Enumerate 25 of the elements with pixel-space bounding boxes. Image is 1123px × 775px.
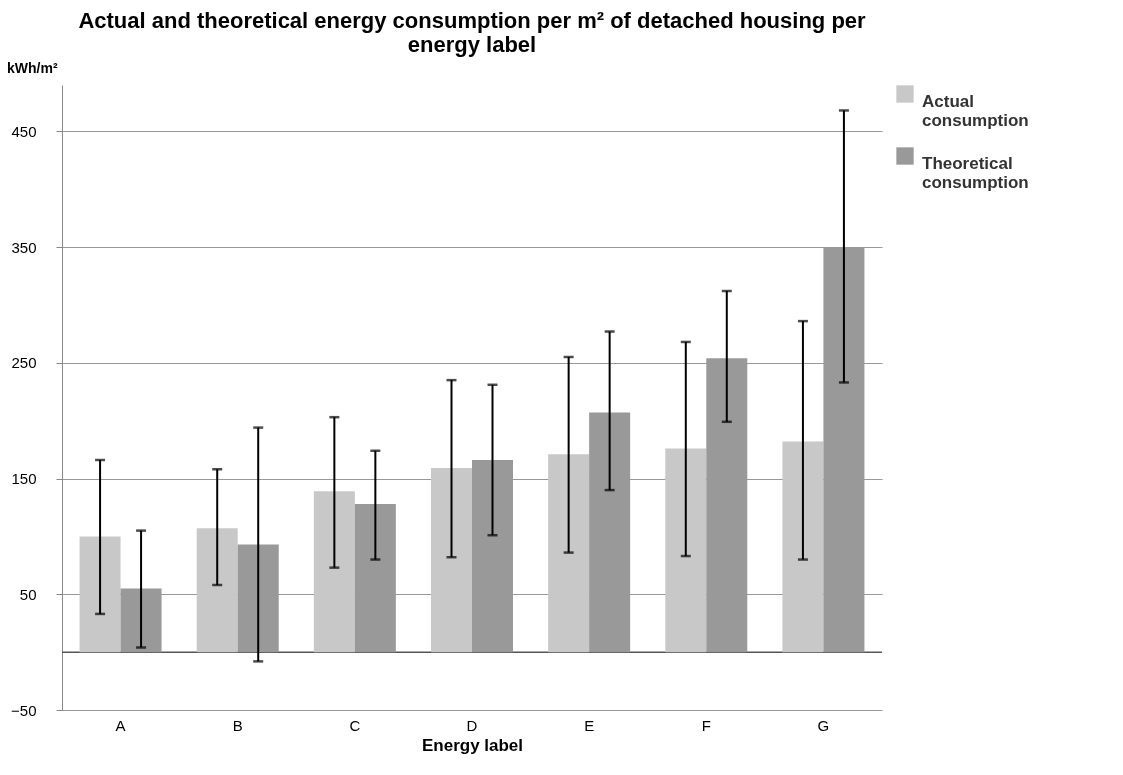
bar bbox=[431, 468, 472, 653]
x-tick-label: G bbox=[817, 716, 830, 734]
x-tick-label: D bbox=[466, 716, 478, 734]
legend-label: Theoretical consumption bbox=[922, 154, 1029, 192]
x-tick-label: F bbox=[701, 716, 711, 734]
x-tick-label: A bbox=[115, 716, 126, 734]
legend-label: Actual consumption bbox=[922, 92, 1029, 130]
x-axis-title: Energy label bbox=[421, 735, 524, 755]
y-tick-label: 150 bbox=[11, 470, 37, 488]
x-tick-label: B bbox=[232, 716, 243, 734]
y-tick-label: −50 bbox=[11, 701, 37, 719]
bar bbox=[665, 448, 707, 653]
y-tick-label: 350 bbox=[11, 238, 37, 256]
chart-title: Actual and theoretical energy consumption per m² of detached housing per energy label bbox=[78, 8, 867, 57]
bar bbox=[79, 536, 121, 653]
y-axis-title: kWh/m² bbox=[7, 60, 58, 76]
x-tick-label: C bbox=[349, 716, 361, 734]
bar bbox=[196, 528, 238, 653]
y-tick-label: 50 bbox=[19, 585, 37, 603]
bar bbox=[782, 441, 824, 653]
bar bbox=[313, 491, 355, 653]
y-tick-label: 250 bbox=[11, 354, 37, 372]
x-tick-label: E bbox=[584, 716, 595, 734]
y-tick-label: 450 bbox=[11, 122, 37, 140]
bar bbox=[548, 454, 590, 653]
